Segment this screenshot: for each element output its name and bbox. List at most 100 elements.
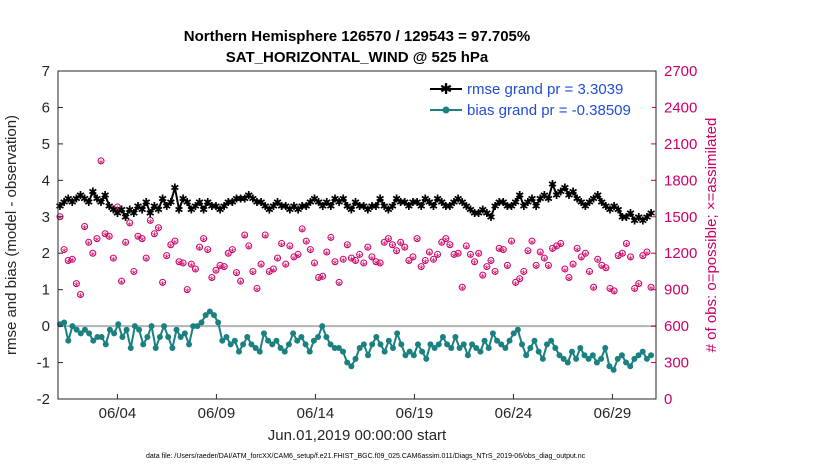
- rmse-point: ✱: [146, 207, 155, 220]
- obs-possible-marker: [421, 257, 429, 265]
- obs-assimilated-marker: *: [566, 274, 572, 287]
- bias-point: [277, 344, 284, 351]
- obs-assimilated-marker: *: [258, 261, 264, 274]
- rmse-point: ✱: [593, 189, 602, 202]
- obs-assimilated-marker: *: [242, 231, 248, 244]
- bias-point: [331, 344, 338, 351]
- bias-point: [423, 355, 430, 362]
- rmse-point: ✱: [552, 189, 561, 202]
- rmse-point: ✱: [642, 211, 651, 224]
- rmse-point: ✱: [490, 200, 499, 213]
- bias-point: [227, 341, 234, 348]
- rmse-point: ✱: [310, 193, 319, 206]
- obs-possible-marker: [536, 248, 544, 256]
- y-tick-label-right: 900: [664, 282, 689, 299]
- rmse-point: ✱: [117, 203, 126, 216]
- bias-point: [556, 352, 563, 359]
- rmse-point: ✱: [298, 200, 307, 213]
- obs-assimilated-marker: *: [180, 259, 186, 272]
- rmse-point: ✱: [179, 193, 188, 206]
- rmse-point: ✱: [499, 196, 508, 209]
- rmse-point: ✱: [622, 211, 631, 224]
- bias-point: [548, 337, 555, 344]
- obs-possible-marker: [331, 258, 339, 266]
- rmse-point: ✱: [527, 193, 536, 206]
- obs-assimilated-marker: *: [390, 241, 396, 254]
- axes-layer: -2 -1 0 1 2 3 4 5 6 7 0 300 600 900 1200 1500 1800 2100 24…: [37, 63, 698, 422]
- rmse-point: ✱: [441, 200, 450, 213]
- rmse-point: ✱: [429, 200, 438, 213]
- rmse-point: ✱: [511, 196, 520, 209]
- obs-assimilated-marker: *: [529, 238, 535, 251]
- bias-point: [552, 344, 559, 351]
- obs-possible-marker: [261, 231, 269, 239]
- legend-rmse-marker: ✱: [440, 80, 453, 98]
- bias-point: [448, 344, 455, 351]
- obs-assimilated-marker: *: [435, 251, 441, 264]
- rmse-point: ✱: [158, 193, 167, 206]
- obs-assimilated-marker: *: [386, 235, 392, 248]
- obs-possible-marker: [450, 250, 458, 258]
- obs-assimilated-marker: *: [365, 244, 371, 257]
- bias-point: [86, 330, 93, 337]
- bias-point: [111, 330, 118, 337]
- bias-point: [439, 334, 446, 341]
- obs-possible-marker: [60, 246, 68, 254]
- bias-point: [519, 341, 526, 348]
- obs-assimilated-marker: *: [70, 256, 76, 269]
- obs-assimilated-marker: *: [542, 255, 548, 268]
- bias-point: [106, 326, 113, 333]
- obs-assimilated-marker: *: [287, 242, 293, 255]
- y-tick-label-left: 5: [42, 136, 50, 153]
- obs-possible-marker: [544, 261, 552, 269]
- obs-assimilated-marker: *: [316, 274, 322, 287]
- obs-possible-marker: [356, 250, 364, 258]
- obs-possible-marker: [639, 252, 647, 260]
- obs-assimilated-marker: *: [127, 219, 133, 232]
- obs-assimilated-marker: *: [250, 268, 256, 281]
- obs-assimilated-marker: *: [451, 251, 457, 264]
- bias-point: [606, 363, 613, 370]
- bias-point: [564, 359, 571, 366]
- obs-assimilated-marker: *: [94, 235, 100, 248]
- obs-assimilated-marker: *: [328, 234, 334, 247]
- bias-point: [298, 334, 305, 341]
- bias-point: [581, 352, 588, 359]
- obs-assimilated-marker: *: [234, 269, 240, 282]
- bias-point: [369, 341, 376, 348]
- obs-possible-marker: [442, 235, 450, 243]
- obs-assimilated-marker: *: [267, 268, 273, 281]
- rmse-point: ✱: [228, 196, 237, 209]
- rmse-point: ✱: [281, 200, 290, 213]
- obs-assimilated-marker: *: [501, 246, 507, 259]
- rmse-point: ✱: [577, 196, 586, 209]
- bias-point: [69, 323, 76, 330]
- rmse-point: ✱: [412, 196, 421, 209]
- rmse-point: ✱: [203, 196, 212, 209]
- obs-possible-marker: [118, 277, 126, 285]
- rmse-point: ✱: [109, 203, 118, 216]
- rmse-point: ✱: [540, 189, 549, 202]
- data-file-footnote: data file: /Users/raeder/DAI/ATM_forcXX/…: [146, 453, 586, 460]
- obs-possible-marker: [384, 235, 392, 243]
- rmse-point: ✱: [523, 196, 532, 209]
- obs-possible-marker: [360, 259, 368, 267]
- obs-assimilated-marker: *: [131, 268, 137, 281]
- bias-point: [181, 330, 188, 337]
- obs-possible-marker: [269, 265, 277, 273]
- obs-assimilated-marker: *: [402, 244, 408, 257]
- bias-point: [90, 337, 97, 344]
- rmse-point: ✱: [482, 207, 491, 220]
- obs-assimilated-marker: *: [476, 250, 482, 263]
- obs-possible-marker: [122, 238, 130, 246]
- bias-point: [94, 334, 101, 341]
- x-tick-label: 06/29: [594, 405, 632, 422]
- obs-possible-marker: [343, 241, 351, 249]
- obs-possible-marker: [191, 265, 199, 273]
- obs-assimilated-marker: *: [632, 285, 638, 298]
- bias-point: [269, 341, 276, 348]
- obs-assimilated-marker: *: [607, 285, 613, 298]
- chart-title: Northern Hemisphere 126570 / 129543 = 97…: [184, 28, 530, 45]
- rmse-point: ✱: [195, 196, 204, 209]
- bias-point: [140, 341, 147, 348]
